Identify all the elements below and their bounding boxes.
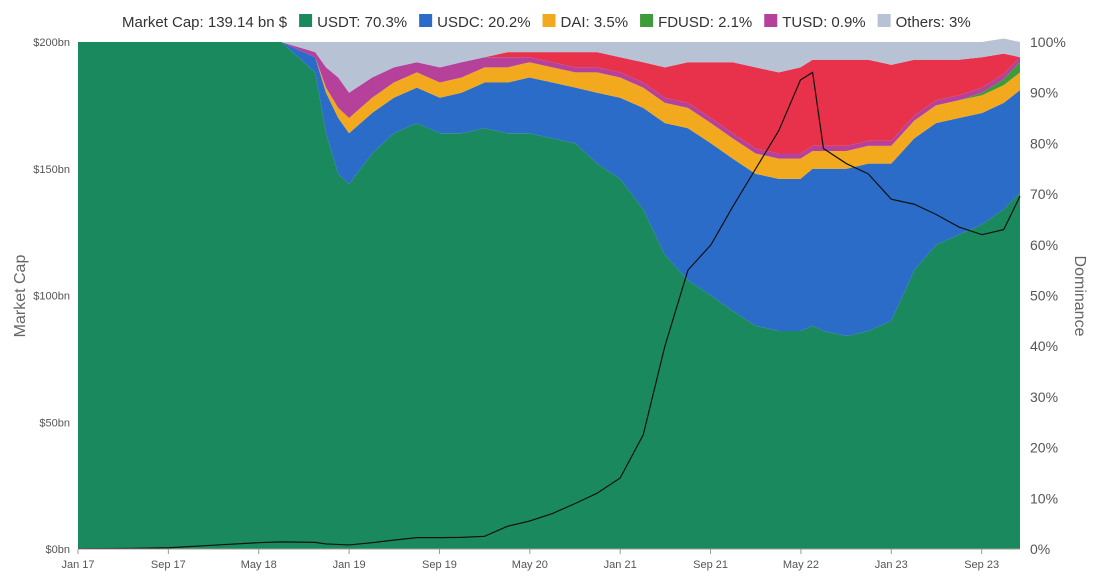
y2-tick-label: 20% (1030, 440, 1058, 456)
y2-tick-label: 50% (1030, 288, 1058, 304)
legend-title: Market Cap: 139.14 bn $ (122, 14, 288, 31)
market-cap-line (77, 71, 1021, 550)
y2-tick-label: 0% (1030, 541, 1050, 557)
legend-swatch-0 (299, 14, 313, 27)
area-tusd (78, 42, 1020, 159)
axes: $0bn $50bn $100bn $150bn $200bn 0% 10% 20% 30% 40… (33, 34, 1066, 571)
market-cap-line-layer (77, 71, 1021, 550)
y-axis-label: Market Cap (12, 255, 29, 338)
legend-label-2: DAI: 3.5% (561, 14, 629, 31)
y2-axis-label: Dominance (1071, 256, 1088, 337)
y2-tick-label: 30% (1030, 389, 1058, 405)
legend-label-4: TUSD: 0.9% (782, 14, 865, 31)
y-tick-label: $50bn (39, 417, 70, 429)
legend-label-0: USDT: 70.3% (317, 14, 407, 31)
x-tick-label: Sep 17 (151, 559, 186, 571)
legend: Market Cap: 139.14 bn $ USDT: 70.3% USDC:… (122, 14, 971, 31)
legend-swatch-2 (542, 14, 556, 27)
x-tick-label: May 20 (512, 559, 548, 571)
legend-label-3: FDUSD: 2.1% (658, 14, 752, 31)
y2-tick-label: 70% (1030, 186, 1058, 202)
legend-swatch-4 (764, 14, 778, 27)
legend-swatch-3 (640, 14, 654, 27)
area-others (78, 38, 1020, 93)
area-busd (78, 42, 1020, 154)
dominance-areas (78, 38, 1020, 549)
x-tick-label: Jan 21 (604, 559, 637, 571)
x-tick-label: Jan 23 (875, 559, 908, 571)
legend-label-1: USDC: 20.2% (437, 14, 530, 31)
legend-swatch-5 (877, 14, 891, 27)
legend-label-5: Others: 3% (896, 14, 971, 31)
area-usdt (78, 42, 1020, 549)
y-tick-label: $100bn (33, 291, 70, 303)
x-tick-label: May 18 (241, 559, 277, 571)
y2-tick-label: 80% (1030, 135, 1058, 151)
y2-tick-label: 100% (1030, 34, 1066, 50)
y2-tick-label: 90% (1030, 85, 1058, 101)
x-tick-label: May 22 (783, 559, 819, 571)
x-tick-label: Jan 17 (61, 559, 94, 571)
y2-tick-label: 60% (1030, 237, 1058, 253)
y2-tick-label: 40% (1030, 338, 1058, 354)
y2-tick-label: 10% (1030, 490, 1058, 506)
x-tick-label: Sep 21 (693, 559, 728, 571)
area-usdc (78, 42, 1020, 337)
x-tick-label: Sep 19 (422, 559, 457, 571)
x-tick-label: Sep 23 (964, 559, 999, 571)
y-tick-label: $150bn (33, 164, 70, 176)
y-tick-label: $200bn (33, 37, 70, 49)
x-tick-label: Jan 19 (333, 559, 366, 571)
legend-swatch-1 (419, 14, 433, 27)
area-dai (78, 42, 1020, 179)
y-tick-label: $0bn (46, 544, 70, 556)
